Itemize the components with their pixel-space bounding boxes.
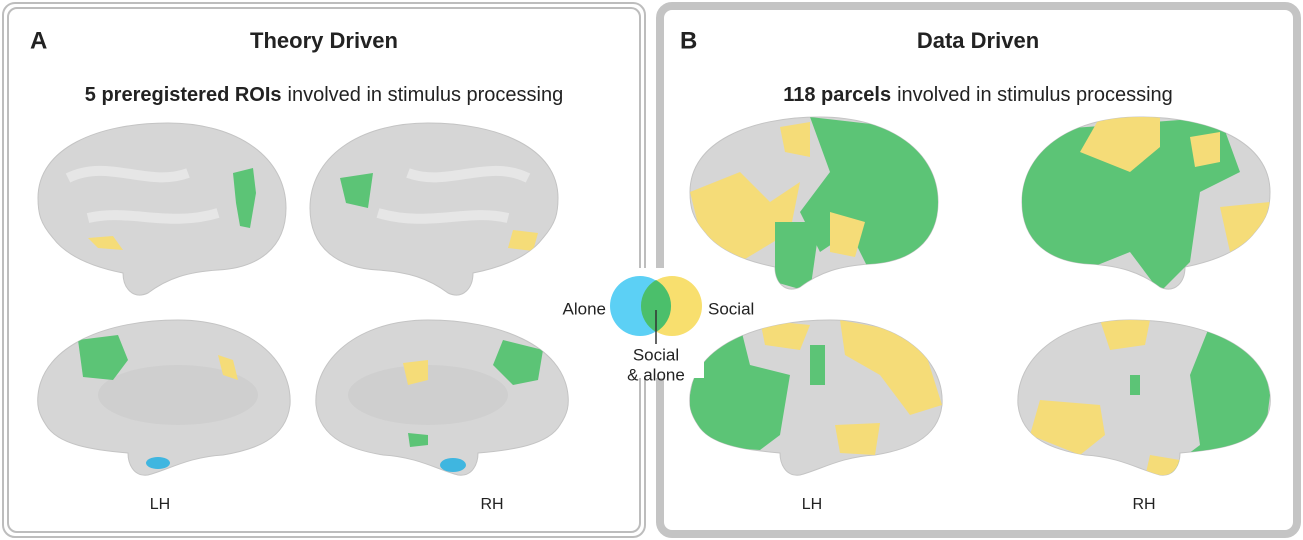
shape — [1190, 132, 1220, 167]
subtitle-bold: 5 preregistered ROIs — [85, 84, 282, 106]
hemisphere-label: RH — [1132, 496, 1155, 513]
hemisphere-label: LH — [802, 496, 822, 513]
shape — [775, 222, 820, 292]
panel-subtitle: 5 preregistered ROIs involved in stimulus… — [85, 84, 563, 106]
subtitle-rest: involved in stimulus processing — [288, 84, 564, 106]
venn-label: Social — [633, 345, 679, 364]
subtitle-bold: 118 parcels — [783, 84, 891, 106]
shape — [810, 345, 825, 385]
panel-label: A — [30, 27, 47, 54]
brain-rh-lateral — [1020, 117, 1270, 292]
brain-lh-lateral — [690, 117, 940, 292]
brain-rh-medial — [316, 320, 568, 475]
shape — [146, 457, 170, 469]
subtitle-rest: involved in stimulus processing — [897, 84, 1173, 106]
shape — [408, 433, 428, 447]
hemisphere-label: LH — [150, 496, 170, 513]
panel-title: Theory Driven — [250, 28, 398, 53]
venn-label: Alone — [563, 299, 606, 318]
shape — [1130, 375, 1140, 395]
brain-lh-medial — [690, 320, 942, 475]
brain-lh-medial — [38, 320, 290, 475]
shape — [508, 230, 538, 251]
venn-label: & alone — [627, 365, 685, 384]
panel-title: Data Driven — [917, 28, 1039, 53]
panel-label: B — [680, 27, 697, 54]
shape — [835, 423, 880, 455]
venn-label: Social — [708, 299, 754, 318]
brain-rh-medial — [1018, 320, 1270, 477]
figure: A Theory Driven 5 preregistered ROIs invo… — [0, 0, 1303, 540]
shape — [440, 458, 466, 472]
shape — [800, 117, 940, 272]
shape — [310, 123, 558, 295]
panel-frame-outer — [3, 3, 645, 537]
brain-rh-lateral — [310, 123, 558, 295]
brain-lh-lateral — [38, 123, 286, 295]
panel-subtitle: 118 parcels involved in stimulus processi… — [783, 84, 1173, 106]
hemisphere-label: RH — [480, 496, 503, 513]
